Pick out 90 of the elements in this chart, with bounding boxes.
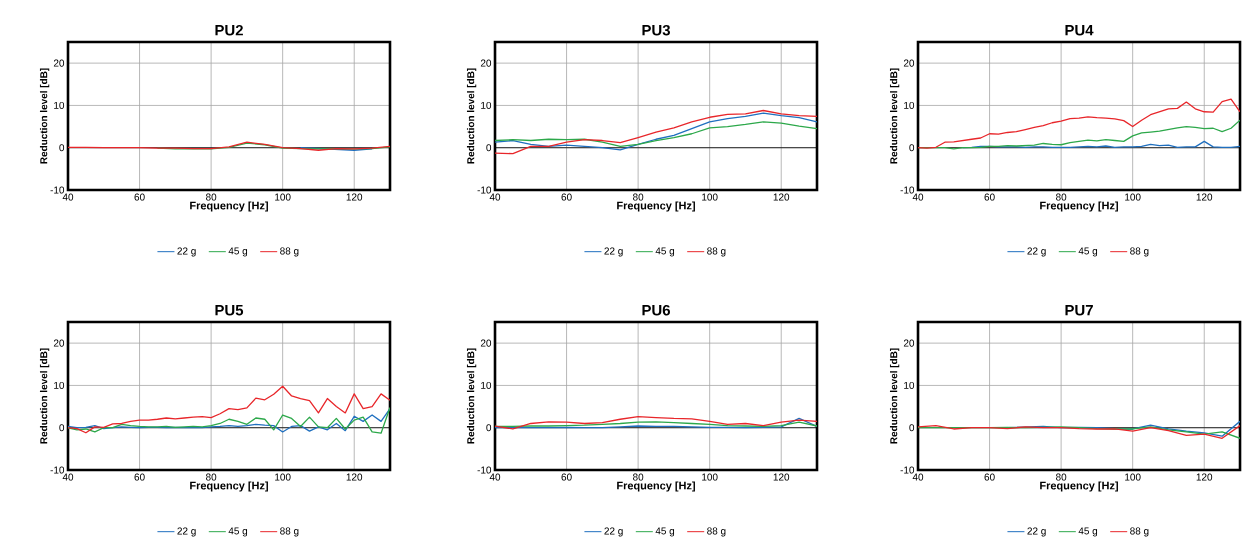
x-axis-title: Frequency [Hz]	[617, 201, 695, 212]
legend-label: 22 g	[177, 527, 196, 537]
y-tick-label: 20	[53, 339, 65, 347]
y-tick-label: 10	[481, 101, 492, 109]
x-tick-label: 100	[275, 473, 291, 481]
y-axis-title: Reduction level [dB]	[39, 68, 50, 164]
x-axis-title: Frequency [Hz]	[190, 481, 268, 492]
y-axis-title: Reduction level [dB]	[39, 348, 50, 444]
chart-title: PU3	[642, 24, 670, 36]
x-tick-label: 120	[1196, 193, 1213, 201]
y-tick-label: 0	[486, 144, 492, 152]
x-tick-label: 120	[1196, 473, 1213, 481]
legend-label: 45 g	[1078, 527, 1098, 537]
y-tick-label: -10	[477, 466, 492, 474]
chart-title: PU2	[215, 24, 243, 36]
y-tick-label: -10	[50, 466, 65, 474]
y-tick-label: 20	[480, 59, 492, 67]
legend-label: 22 g	[177, 247, 196, 257]
y-tick-label: 20	[480, 339, 492, 347]
x-tick-label: 120	[773, 473, 790, 481]
y-axis-title: Reduction level [dB]	[889, 348, 900, 444]
x-tick-label: 100	[702, 473, 718, 481]
x-tick-label: 120	[773, 193, 790, 201]
legend-label: 88 g	[280, 527, 299, 537]
x-tick-label: 40	[62, 193, 74, 201]
y-axis-title: Reduction level [dB]	[466, 348, 477, 444]
x-tick-label: 120	[346, 473, 363, 481]
y-axis-title: Reduction level [dB]	[466, 68, 477, 164]
legend-label: 88 g	[707, 527, 726, 537]
legend-label: 45 g	[228, 527, 248, 537]
x-axis-title: Frequency [Hz]	[1040, 481, 1118, 492]
y-tick-label: 20	[903, 59, 915, 67]
y-tick-label: 10	[904, 101, 915, 109]
x-tick-label: 40	[912, 193, 924, 201]
legend-label: 22 g	[1027, 247, 1046, 257]
y-tick-label: 0	[909, 144, 915, 152]
x-tick-label: 60	[561, 473, 572, 481]
x-tick-label: 100	[702, 193, 718, 201]
legend-label: 88 g	[1130, 527, 1149, 537]
x-axis-title: Frequency [Hz]	[617, 481, 695, 492]
chart-title: PU5	[215, 305, 244, 316]
x-tick-label: 60	[134, 473, 145, 481]
x-tick-label: 40	[912, 473, 924, 481]
legend-label: 22 g	[604, 527, 623, 537]
x-tick-label: 60	[984, 193, 995, 201]
y-tick-label: 20	[903, 339, 915, 347]
x-tick-label: 40	[62, 473, 74, 481]
y-tick-label: 0	[59, 144, 65, 152]
x-tick-label: 60	[984, 473, 995, 481]
legend-label: 45 g	[655, 247, 675, 257]
chart-title: PU6	[642, 304, 670, 316]
x-tick-label: 80	[206, 193, 217, 201]
y-axis-title: Reduction level [dB]	[889, 68, 900, 164]
y-tick-label: 10	[904, 381, 915, 389]
x-tick-label: 40	[489, 473, 501, 481]
legend-label: 45 g	[228, 247, 248, 257]
legend-label: 22 g	[604, 247, 623, 257]
x-tick-label: 80	[633, 473, 644, 481]
x-tick-label: 60	[561, 193, 572, 201]
x-tick-label: 60	[134, 193, 145, 201]
y-tick-label: 0	[59, 424, 65, 432]
y-tick-label: 10	[54, 101, 65, 109]
y-tick-label: 0	[486, 424, 492, 432]
legend-label: 45 g	[1078, 247, 1098, 257]
y-tick-label: -10	[900, 466, 915, 474]
legend-label: 88 g	[1130, 247, 1149, 257]
x-tick-label: 80	[206, 473, 217, 481]
y-tick-label: 20	[53, 59, 65, 67]
y-tick-label: 10	[54, 381, 65, 389]
x-tick-label: 80	[633, 193, 644, 201]
legend-label: 45 g	[655, 527, 675, 537]
x-tick-label: 120	[346, 193, 363, 201]
legend-label: 88 g	[280, 247, 299, 257]
y-tick-label: -10	[50, 186, 65, 194]
y-tick-label: 10	[481, 381, 492, 389]
y-tick-label: 0	[909, 424, 915, 432]
x-tick-label: 100	[275, 193, 291, 201]
x-tick-label: 40	[489, 193, 501, 201]
x-axis-title: Frequency [Hz]	[190, 201, 268, 212]
x-tick-label: 80	[1056, 473, 1067, 481]
y-tick-label: -10	[900, 186, 915, 194]
chart-title: PU7	[1065, 305, 1093, 316]
x-axis-title: Frequency [Hz]	[1040, 201, 1118, 212]
chart-title: PU4	[1065, 25, 1094, 36]
legend-label: 22 g	[1027, 527, 1046, 537]
legend-label: 88 g	[707, 247, 726, 257]
x-tick-label: 100	[1125, 193, 1141, 201]
y-tick-label: -10	[477, 186, 492, 194]
x-tick-label: 80	[1056, 193, 1067, 201]
x-tick-label: 100	[1125, 473, 1141, 481]
